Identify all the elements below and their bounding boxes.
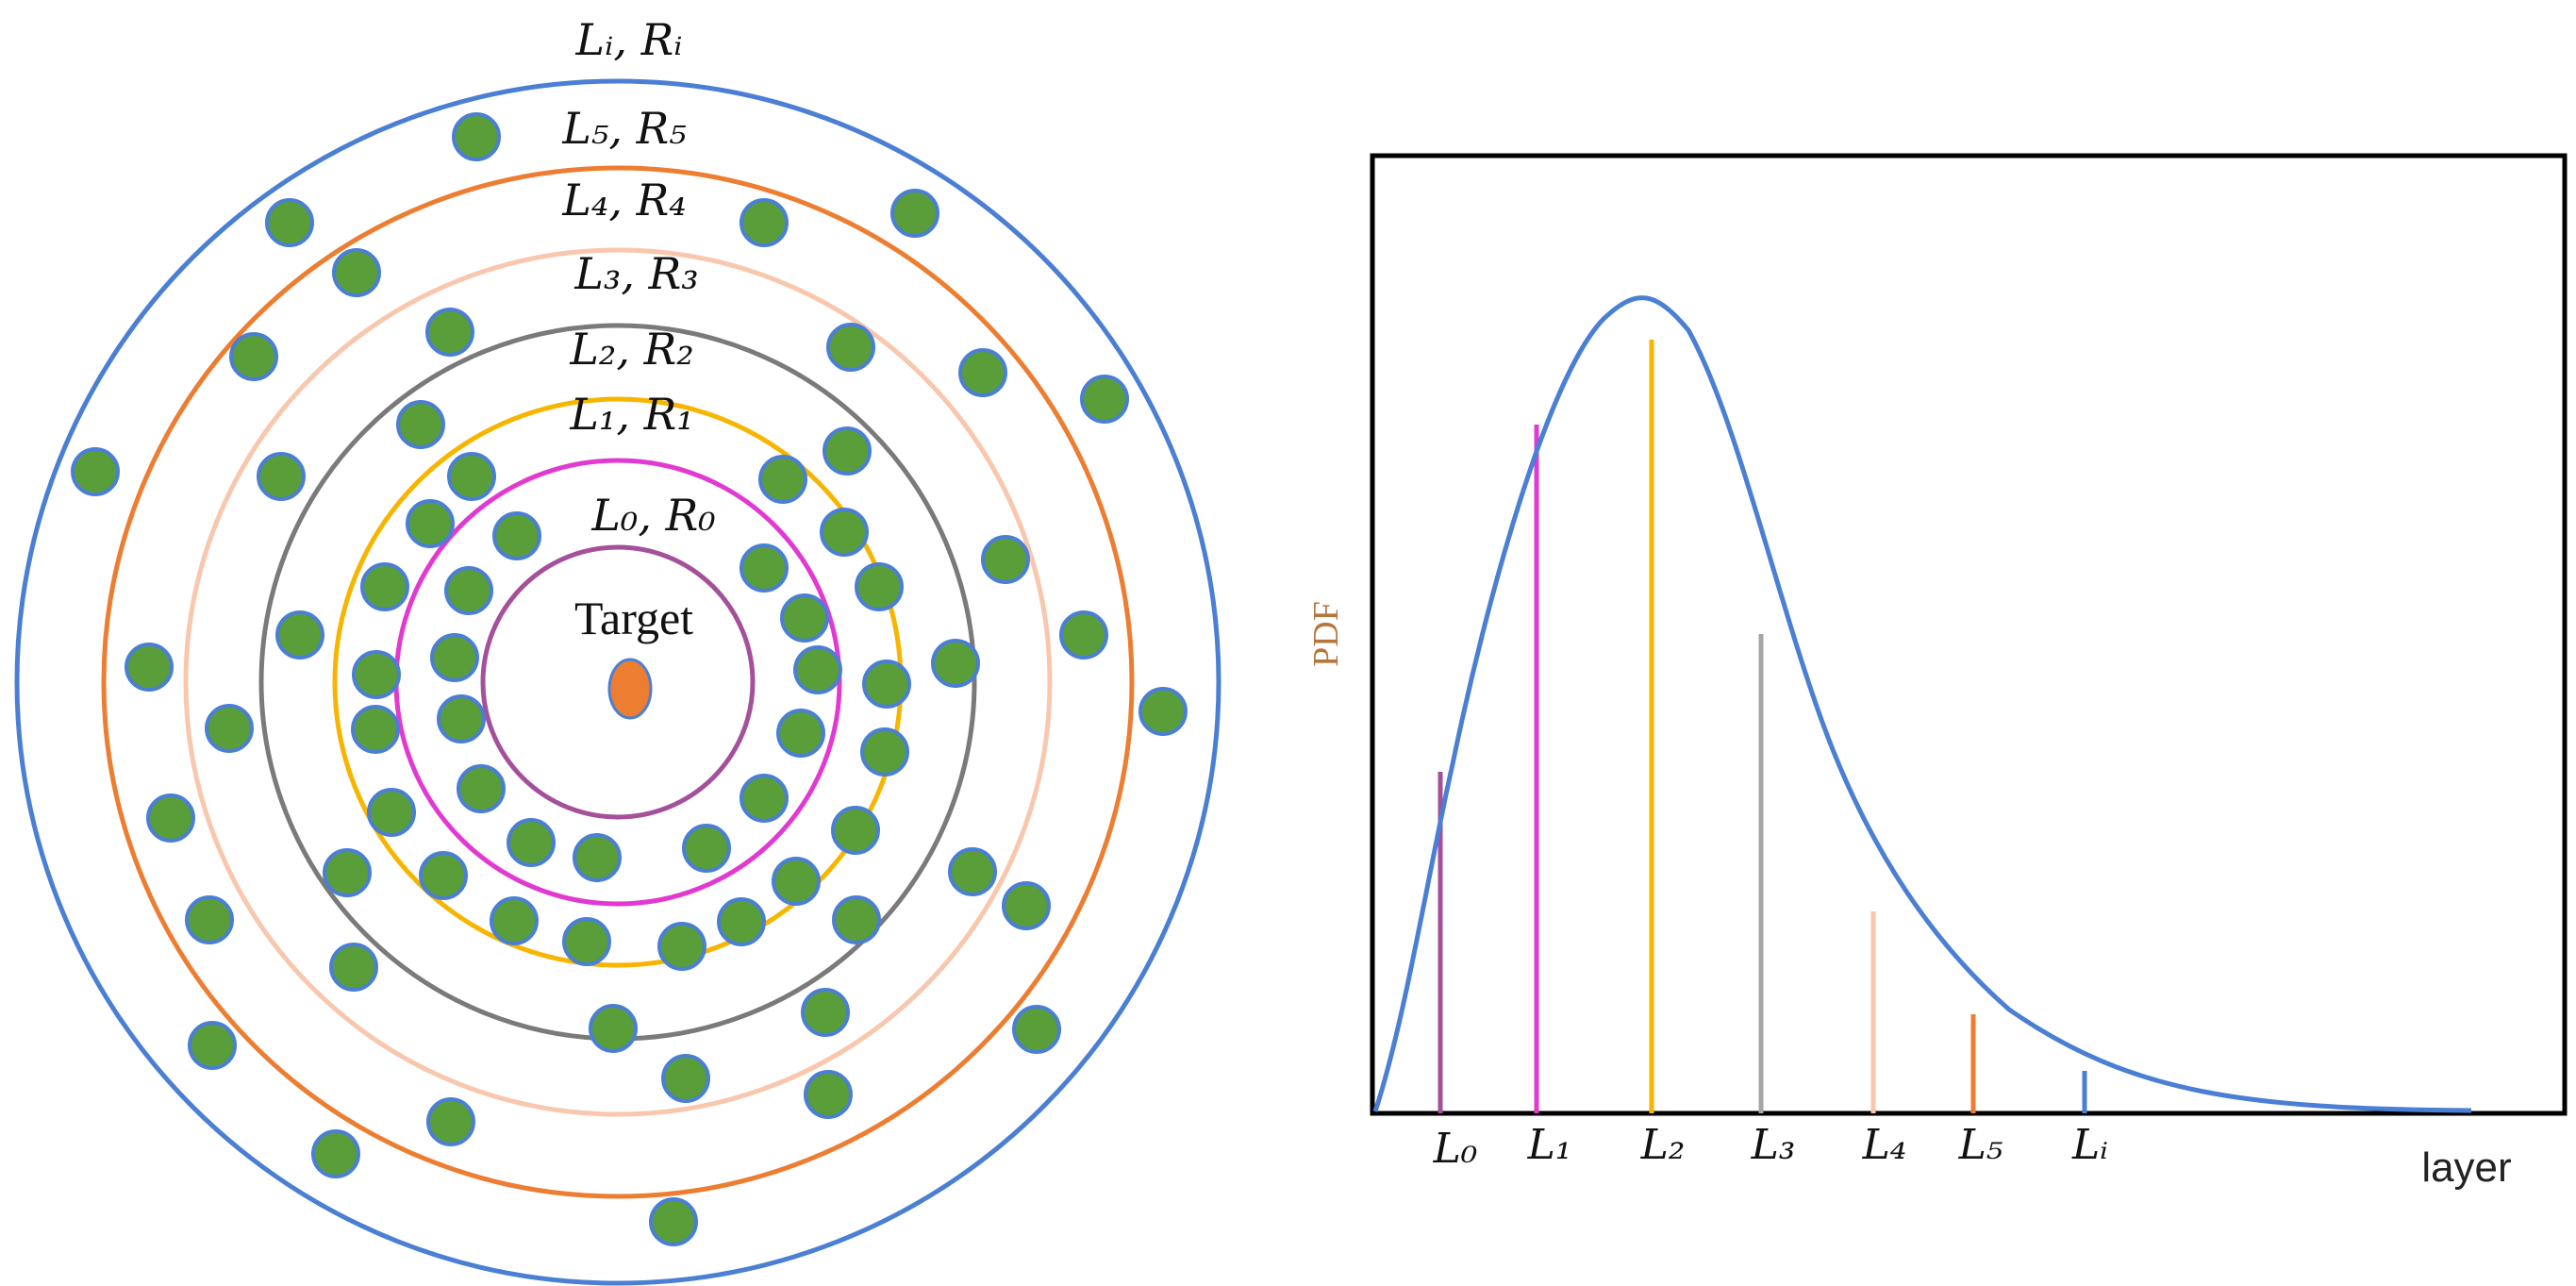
node-68 bbox=[649, 1197, 698, 1246]
node-58 bbox=[1002, 881, 1051, 930]
node-22 bbox=[740, 543, 789, 593]
node-53 bbox=[562, 917, 611, 966]
node-66 bbox=[426, 1097, 475, 1146]
tick-label-L2: L₂ bbox=[1640, 1121, 1686, 1169]
target-node bbox=[607, 658, 653, 720]
node-15 bbox=[447, 452, 496, 501]
node-36 bbox=[351, 705, 400, 754]
node-42 bbox=[457, 764, 506, 813]
node-5 bbox=[890, 189, 939, 238]
node-18 bbox=[492, 511, 541, 560]
node-17 bbox=[406, 499, 455, 548]
node-14 bbox=[257, 452, 306, 501]
node-group bbox=[71, 112, 1188, 1246]
node-44 bbox=[323, 848, 372, 897]
ring-label-L2: L₂, R₂ bbox=[569, 324, 693, 375]
node-27 bbox=[1059, 610, 1108, 660]
node-51 bbox=[185, 895, 234, 944]
node-4 bbox=[740, 198, 789, 247]
tick-label-L0: L₀ bbox=[1433, 1125, 1478, 1173]
layer-diagram: Target Lᵢ, Rᵢ L₅, R₅ L₄, R₄ L₃, R₃ L₂, R… bbox=[14, 14, 1222, 1286]
node-1 bbox=[452, 112, 501, 161]
ring-L0 bbox=[480, 544, 756, 820]
node-55 bbox=[717, 897, 766, 946]
node-56 bbox=[772, 857, 821, 906]
ring-label-L4: L₄, R₄ bbox=[561, 175, 686, 225]
node-23 bbox=[855, 562, 904, 611]
node-64 bbox=[661, 1054, 710, 1103]
tick-label-L1: L₁ bbox=[1527, 1121, 1572, 1169]
node-16 bbox=[758, 455, 807, 504]
y-axis-label: PDF bbox=[1306, 601, 1346, 667]
node-65 bbox=[804, 1070, 853, 1119]
tick-label-L5: L₅ bbox=[1958, 1121, 2003, 1169]
node-41 bbox=[367, 788, 416, 837]
pdf-curve bbox=[1372, 295, 2472, 1113]
tick-label-Li: Lᵢ bbox=[2071, 1121, 2108, 1169]
node-37 bbox=[437, 694, 486, 743]
layer-lines bbox=[1438, 340, 2087, 1113]
tick-label-L4: L₄ bbox=[1862, 1121, 1907, 1169]
node-6 bbox=[229, 332, 278, 381]
node-26 bbox=[780, 593, 829, 643]
ring-label-L5: L₅, R₅ bbox=[561, 103, 686, 154]
node-10 bbox=[1080, 375, 1129, 424]
node-29 bbox=[352, 650, 401, 699]
node-32 bbox=[931, 639, 980, 688]
tick-label-L3: L₃ bbox=[1751, 1121, 1796, 1169]
node-46 bbox=[507, 818, 556, 867]
ring-label-L1: L₁, R₁ bbox=[569, 389, 693, 440]
node-43 bbox=[740, 774, 789, 823]
node-61 bbox=[801, 988, 850, 1037]
node-34 bbox=[1138, 687, 1188, 736]
node-60 bbox=[589, 1004, 638, 1053]
node-13 bbox=[71, 447, 120, 496]
x-axis-label: layer bbox=[2421, 1144, 2511, 1191]
ring-L5 bbox=[101, 165, 1135, 1199]
node-54 bbox=[657, 922, 706, 971]
node-67 bbox=[311, 1129, 360, 1178]
pdf-chart: PDF L₀ L₁ L₂ L₃ L₄ L₅ Lᵢ layer bbox=[1306, 153, 2568, 1191]
node-20 bbox=[360, 562, 409, 611]
node-39 bbox=[860, 727, 909, 777]
ring-label-L0: L₀, R₀ bbox=[590, 490, 715, 541]
node-49 bbox=[831, 806, 880, 855]
node-57 bbox=[832, 895, 881, 944]
node-21 bbox=[444, 566, 493, 615]
node-24 bbox=[981, 535, 1030, 584]
ring-label-Li: Lᵢ, Rᵢ bbox=[575, 14, 683, 65]
node-35 bbox=[205, 704, 254, 753]
node-62 bbox=[1012, 1005, 1061, 1054]
node-40 bbox=[146, 793, 195, 843]
node-63 bbox=[188, 1021, 237, 1070]
node-3 bbox=[332, 248, 381, 297]
node-38 bbox=[776, 709, 825, 758]
node-45 bbox=[419, 851, 468, 900]
ring-Li bbox=[14, 78, 1222, 1286]
node-48 bbox=[682, 824, 731, 873]
node-33 bbox=[862, 660, 911, 709]
node-30 bbox=[430, 633, 479, 682]
node-47 bbox=[573, 833, 622, 882]
target-label: Target bbox=[574, 592, 693, 644]
node-2 bbox=[265, 198, 314, 247]
node-8 bbox=[826, 323, 875, 372]
ring-L4 bbox=[183, 247, 1053, 1117]
plot-frame bbox=[1370, 153, 2568, 1116]
node-28 bbox=[125, 643, 174, 692]
node-52 bbox=[490, 896, 539, 945]
ring-label-L3: L₃, R₃ bbox=[573, 248, 698, 299]
node-7 bbox=[425, 308, 474, 357]
node-11 bbox=[396, 400, 445, 449]
node-12 bbox=[823, 426, 872, 476]
node-31 bbox=[793, 645, 842, 694]
node-9 bbox=[958, 348, 1007, 397]
node-59 bbox=[329, 943, 378, 992]
node-19 bbox=[820, 508, 869, 557]
node-50 bbox=[948, 847, 997, 896]
node-25 bbox=[275, 610, 324, 660]
